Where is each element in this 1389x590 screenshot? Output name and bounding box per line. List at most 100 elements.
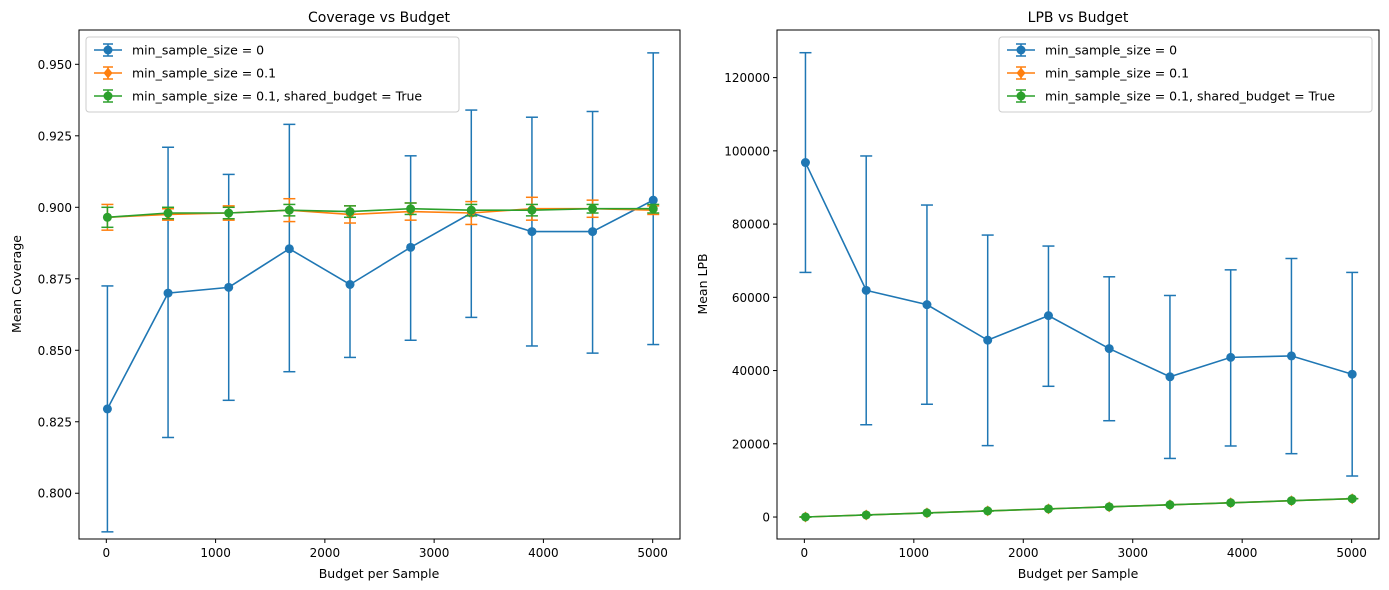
legend-marker — [1016, 45, 1026, 55]
plot-frame — [78, 29, 681, 540]
x-tick-label: 3000 — [1117, 546, 1148, 560]
data-point — [1165, 500, 1175, 510]
legend-entry: min_sample_size = 0.1 — [1007, 66, 1189, 81]
data-point — [1286, 496, 1296, 506]
x-tick-label: 5000 — [637, 546, 668, 560]
series-line — [805, 497, 1353, 518]
data-point — [345, 280, 355, 289]
x-axis-label: Budget per Sample — [1018, 566, 1139, 581]
data-point — [1226, 498, 1236, 508]
y-tick-label: 0.850 — [38, 344, 72, 358]
x-tick-label: 0 — [102, 546, 110, 560]
data-point — [224, 282, 234, 292]
legend-label: min_sample_size = 0.1, shared_budget = T… — [132, 89, 422, 104]
y-tick-label: 0.825 — [38, 415, 72, 429]
y-tick-label: 80000 — [732, 218, 770, 232]
series-0 — [799, 51, 1359, 477]
legend-marker — [1016, 91, 1026, 101]
data-point — [648, 195, 658, 205]
data-point — [861, 285, 871, 295]
data-point — [1347, 369, 1357, 379]
data-point — [1104, 344, 1114, 354]
data-point — [922, 508, 932, 518]
x-tick-label: 2000 — [310, 546, 341, 560]
data-point — [345, 207, 355, 217]
x-tick-label: 2000 — [1008, 546, 1039, 560]
chart-title: Coverage vs Budget — [308, 10, 450, 26]
data-point — [861, 510, 871, 520]
series-line — [804, 162, 1353, 378]
x-axis-label: Budget per Sample — [319, 566, 440, 581]
data-point — [800, 512, 810, 522]
series-line — [106, 199, 654, 410]
legend-entry: min_sample_size = 0.1, shared_budget = T… — [94, 89, 422, 104]
legend-label: min_sample_size = 0 — [132, 43, 264, 58]
legend-marker — [103, 45, 113, 55]
data-point — [527, 227, 537, 237]
y-tick-label: 0.800 — [38, 487, 72, 501]
data-point — [102, 404, 112, 414]
y-tick-label: 40000 — [732, 364, 770, 378]
data-point — [922, 300, 932, 310]
data-point — [102, 212, 112, 222]
legend-label: min_sample_size = 0.1 — [132, 66, 276, 81]
data-point — [284, 244, 294, 254]
plot-frame — [776, 29, 1380, 540]
series-2 — [799, 494, 1359, 522]
data-point — [1286, 351, 1296, 361]
data-point — [588, 227, 598, 237]
legend-label: min_sample_size = 0 — [1045, 43, 1177, 58]
legend-box — [85, 36, 460, 113]
data-point — [588, 204, 598, 214]
data-point — [163, 208, 173, 218]
x-tick-label: 0 — [801, 546, 809, 560]
data-point — [983, 506, 993, 516]
data-point — [527, 205, 537, 215]
data-point — [406, 242, 416, 252]
data-point — [406, 204, 416, 214]
legend-label: min_sample_size = 0.1 — [1045, 66, 1189, 81]
y-axis-label: Mean LPB — [695, 253, 710, 314]
lpb-chart: LPB vs Budget Budget per Sample Mean LPB… — [695, 10, 1380, 581]
data-point — [163, 288, 173, 298]
y-tick-label: 0.900 — [38, 201, 72, 215]
data-point — [466, 205, 476, 215]
x-tick-label: 1000 — [200, 546, 231, 560]
y-tick-label: 20000 — [732, 437, 770, 451]
legend-entry: min_sample_size = 0 — [1007, 43, 1177, 58]
legend-marker — [103, 91, 113, 101]
legend-label: min_sample_size = 0.1, shared_budget = T… — [1045, 89, 1335, 104]
coverage-chart: Coverage vs Budget Budget per Sample Mea… — [9, 10, 681, 581]
data-point — [1347, 494, 1357, 504]
series-line — [107, 207, 654, 219]
y-axis-label: Mean Coverage — [9, 235, 24, 333]
x-tick-label: 4000 — [1227, 546, 1258, 560]
data-point — [1043, 504, 1053, 514]
data-point — [800, 158, 810, 168]
legend-box — [998, 36, 1373, 113]
data-point — [1226, 352, 1236, 362]
data-point — [648, 204, 658, 214]
x-tick-label: 4000 — [528, 546, 559, 560]
x-tick-label: 5000 — [1336, 546, 1367, 560]
y-tick-label: 0.925 — [38, 129, 72, 143]
y-tick-label: 0 — [762, 511, 770, 525]
legend-entry: min_sample_size = 0.1, shared_budget = T… — [1007, 89, 1335, 104]
y-tick-label: 0.950 — [38, 58, 72, 72]
data-point — [1165, 372, 1175, 382]
data-point — [224, 208, 234, 218]
data-point — [1043, 311, 1053, 321]
y-tick-label: 120000 — [724, 71, 770, 85]
x-tick-label: 1000 — [899, 546, 930, 560]
data-point — [1104, 502, 1114, 512]
legend-entry: min_sample_size = 0 — [94, 43, 264, 58]
series-2 — [101, 202, 660, 229]
x-tick-label: 3000 — [419, 546, 450, 560]
y-tick-label: 60000 — [732, 291, 770, 305]
legend-entry: min_sample_size = 0.1 — [94, 66, 276, 81]
y-tick-label: 0.875 — [38, 272, 72, 286]
y-tick-label: 100000 — [724, 144, 770, 158]
legend-marker — [103, 67, 113, 79]
legend-marker — [1016, 67, 1026, 79]
